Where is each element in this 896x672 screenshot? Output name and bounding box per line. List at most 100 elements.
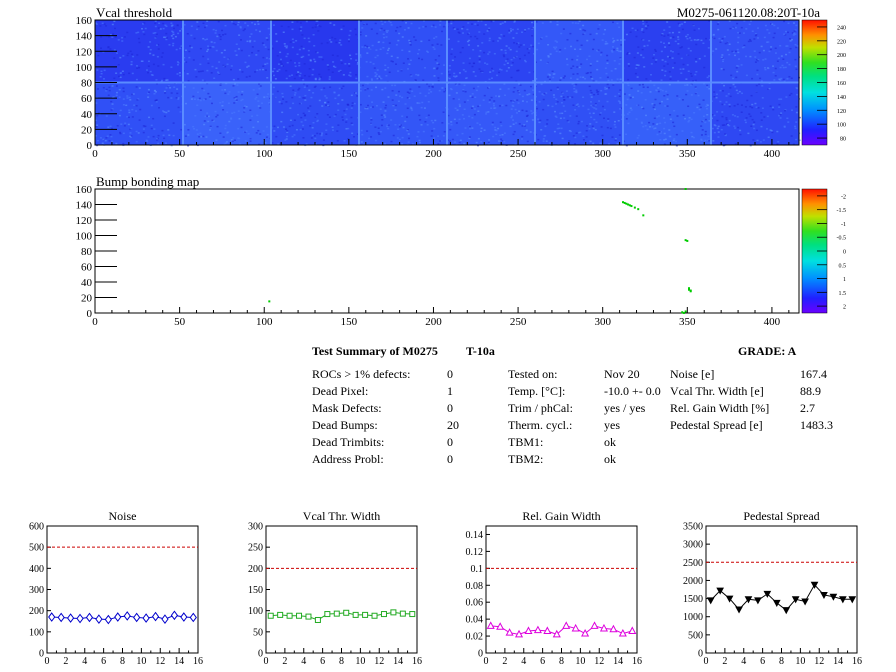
pixel — [411, 143, 414, 145]
pixel — [300, 26, 303, 28]
pixel — [569, 115, 572, 117]
pixel — [276, 70, 279, 72]
pixel — [576, 73, 579, 75]
pixel — [642, 107, 645, 110]
pixel — [347, 127, 350, 130]
pixel — [767, 136, 770, 139]
pixel — [111, 23, 114, 26]
pixel — [455, 92, 458, 94]
pixel — [779, 113, 782, 116]
data-point — [571, 623, 580, 632]
pixel — [314, 116, 317, 119]
pixel — [521, 100, 524, 102]
x-tick-label: 6 — [760, 656, 765, 667]
pixel — [607, 118, 610, 120]
pixel — [527, 52, 530, 54]
pixel — [589, 101, 592, 103]
pixel — [623, 39, 626, 41]
pixel — [582, 96, 585, 98]
dead-bump-point — [681, 311, 684, 314]
pixel — [372, 106, 375, 108]
pixel — [371, 101, 374, 103]
pixel — [113, 77, 116, 80]
pixel — [179, 47, 182, 50]
pixel — [204, 39, 207, 41]
pixel — [711, 114, 714, 116]
pixel — [272, 70, 275, 73]
pixel — [566, 39, 569, 41]
pixel — [606, 100, 609, 103]
pixel — [160, 56, 163, 58]
x-tick-label: 50 — [174, 148, 186, 160]
pixel — [600, 126, 603, 128]
pixel — [277, 63, 280, 65]
pixel — [239, 143, 242, 145]
pixel — [492, 20, 495, 22]
pixel — [349, 30, 352, 32]
pixel — [732, 83, 735, 86]
pixel — [480, 141, 483, 143]
pixel — [444, 87, 447, 90]
pixel — [176, 92, 179, 95]
pixel — [500, 124, 503, 127]
pixel — [751, 118, 754, 121]
pixel — [152, 32, 155, 34]
pixel — [385, 36, 388, 38]
pixel — [376, 32, 379, 35]
pixel — [219, 84, 222, 86]
pixel — [654, 61, 657, 63]
colorbar-tick-label: 1.5 — [839, 291, 847, 297]
pixel — [471, 127, 474, 129]
pixel — [488, 51, 491, 53]
pixel — [676, 95, 679, 97]
pixel — [235, 43, 238, 45]
pixel — [542, 140, 545, 142]
pixel — [136, 67, 139, 69]
pixel — [708, 88, 711, 90]
data-point — [343, 609, 350, 616]
pixel — [316, 119, 319, 122]
pixel — [552, 94, 555, 96]
x-tick-label: 200 — [425, 148, 442, 160]
series-line — [710, 583, 853, 611]
x-tick-label: 12 — [155, 656, 165, 667]
pixel — [560, 127, 563, 130]
pixel — [442, 135, 445, 137]
pixel — [415, 73, 418, 76]
pixel — [740, 111, 743, 114]
pixel — [272, 24, 275, 26]
y-tick-label: 0.12 — [466, 547, 484, 558]
pixel — [574, 109, 577, 111]
pixel — [666, 63, 669, 65]
pixel — [664, 70, 667, 72]
pixel — [177, 97, 180, 99]
pixel — [291, 38, 294, 40]
pixel — [736, 22, 739, 25]
pixel — [343, 110, 346, 112]
pixel — [401, 143, 404, 145]
pixel — [471, 65, 474, 68]
pixel — [500, 49, 503, 51]
pixel — [243, 107, 246, 109]
pixel — [642, 39, 645, 41]
pixel — [462, 69, 465, 71]
pixel — [192, 95, 195, 98]
pixel — [580, 63, 583, 65]
pixel — [492, 104, 495, 107]
pixel — [606, 42, 609, 45]
pixel — [664, 121, 667, 124]
pixel — [761, 97, 764, 99]
pixel — [756, 37, 759, 39]
pixel — [613, 123, 616, 126]
pixel — [794, 58, 797, 61]
pixel — [277, 143, 280, 146]
pixel — [530, 44, 533, 47]
pixel — [401, 96, 404, 99]
pixel — [673, 125, 676, 128]
y-tick-label: 100 — [248, 606, 263, 617]
pixel — [313, 58, 316, 61]
pixel — [653, 117, 656, 120]
pixel — [107, 46, 110, 49]
pixel — [137, 98, 140, 100]
